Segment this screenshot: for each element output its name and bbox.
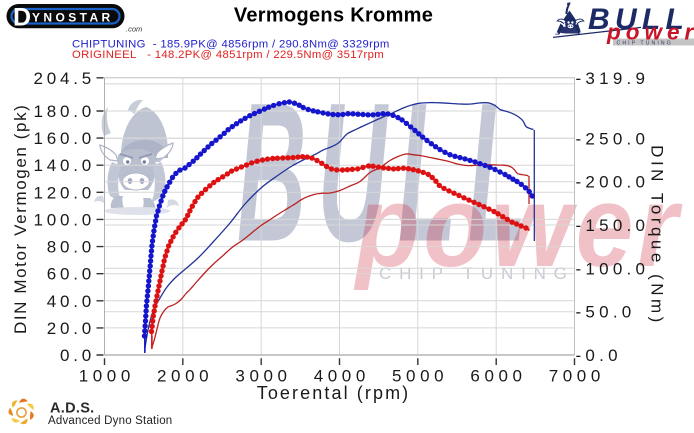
- svg-text:20.0: 20.0: [47, 319, 95, 338]
- svg-text:-319.9: -319.9: [576, 69, 650, 88]
- svg-text:7000: 7000: [549, 367, 605, 386]
- svg-text:power: power: [606, 20, 694, 45]
- svg-text:-50.0: -50.0: [576, 303, 636, 322]
- svg-text:ORIGINEEL - 148.2PK@ 4851rpm: ORIGINEEL - 148.2PK@ 4851rpm / 229.5Nm@ …: [72, 49, 384, 61]
- svg-text:BULL: BULL: [588, 3, 689, 36]
- svg-text:5000: 5000: [392, 367, 448, 386]
- svg-text:DIN Torque (Nm): DIN Torque (Nm): [648, 145, 667, 326]
- svg-text:D: D: [13, 4, 31, 32]
- svg-text:Advanced Dyno Station: Advanced Dyno Station: [48, 415, 172, 427]
- svg-text:-150.0: -150.0: [576, 216, 650, 235]
- svg-text:.com: .com: [126, 25, 142, 34]
- svg-text:-250.0: -250.0: [576, 129, 650, 148]
- svg-text:CHIPTUNING - 185.9PK@ 4856rpm: CHIPTUNING - 185.9PK@ 4856rpm / 290.8Nm@…: [72, 39, 390, 51]
- svg-text:A.D.S.: A.D.S.: [50, 401, 95, 417]
- svg-text:180.0: 180.0: [33, 102, 95, 121]
- svg-text:60.0: 60.0: [47, 265, 95, 284]
- svg-text:100.0: 100.0: [33, 210, 95, 229]
- svg-text:0.0: 0.0: [60, 346, 95, 365]
- svg-text:6000: 6000: [470, 367, 526, 386]
- svg-text:1000: 1000: [79, 367, 135, 386]
- svg-text:-200.0: -200.0: [576, 173, 650, 192]
- svg-text:40.0: 40.0: [47, 292, 95, 311]
- svg-text:120.0: 120.0: [33, 183, 95, 202]
- svg-text:Toerental (rpm): Toerental (rpm): [257, 383, 411, 403]
- svg-text:140.0: 140.0: [33, 156, 95, 175]
- svg-text:YNOSTAR: YNOSTAR: [32, 11, 114, 25]
- svg-text:Vermogens Kromme: Vermogens Kromme: [234, 5, 433, 27]
- svg-text:3000: 3000: [235, 367, 291, 386]
- svg-text:204.5: 204.5: [33, 69, 95, 88]
- svg-text:2000: 2000: [157, 367, 213, 386]
- svg-text:4000: 4000: [314, 367, 370, 386]
- svg-text:80.0: 80.0: [47, 238, 95, 257]
- svg-text:-0.0: -0.0: [576, 346, 622, 365]
- svg-text:160.0: 160.0: [33, 129, 95, 148]
- svg-text:DIN Motor Vermogen (pk): DIN Motor Vermogen (pk): [11, 104, 30, 334]
- svg-text:BULL: BULL: [237, 61, 538, 282]
- svg-text:CHIP TUNING: CHIP TUNING: [617, 40, 673, 46]
- svg-text:-100.0: -100.0: [576, 259, 650, 278]
